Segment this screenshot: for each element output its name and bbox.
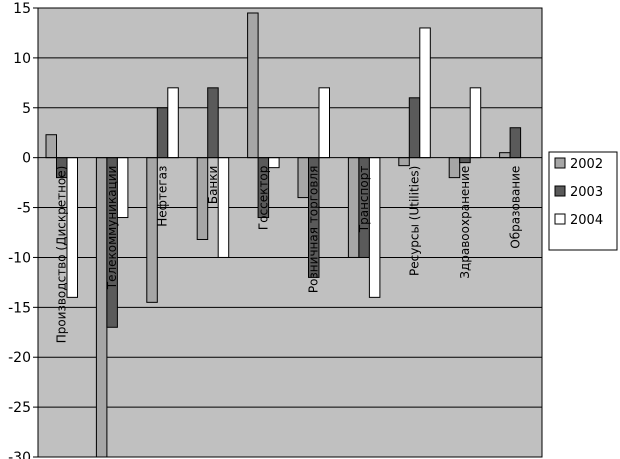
y-tick-label: -5 (17, 201, 31, 217)
bar-2003 (509, 127, 522, 159)
legend-swatch (554, 157, 566, 169)
legend: 2002 2003 2004 (548, 151, 618, 251)
category-label: Нефтегаз (156, 166, 170, 227)
y-tick-label: -30 (8, 450, 31, 459)
legend-label: 2004 (570, 213, 603, 228)
legend-label: 2002 (570, 157, 603, 172)
category-label: Здравоохранение (458, 166, 472, 279)
category-label: Ресурсы (Utilities) (408, 166, 422, 276)
bar-2003 (207, 87, 219, 159)
bar-2002 (45, 134, 57, 159)
category-label: Производство (Дискретное) (55, 166, 69, 344)
y-tick-label: -20 (8, 350, 31, 366)
y-tick-label: -25 (8, 400, 31, 416)
category-label: Госсектор (256, 166, 270, 230)
category-label: Телекоммуникации (105, 166, 119, 291)
category-label: Розничная торговля (307, 166, 321, 293)
bar-2002 (247, 12, 259, 159)
bar-2004 (419, 27, 431, 159)
category-label: Банки (206, 166, 220, 204)
bar-2002 (499, 152, 511, 159)
y-tick-label: 10 (13, 51, 31, 67)
bar-2003 (459, 157, 471, 164)
bar-2004 (469, 87, 482, 159)
category-label: Транспорт (357, 166, 371, 234)
y-axis-ticks: 15 10 5 0 -5 -10 -15 -20 -25 -30 (8, 1, 38, 459)
bar-2004 (167, 87, 179, 159)
legend-label: 2003 (570, 185, 603, 200)
y-tick-label: -10 (8, 250, 31, 266)
bar-2003 (408, 97, 421, 159)
legend-swatch (554, 185, 566, 197)
y-tick-label: -15 (8, 300, 31, 316)
category-labels: Производство (Дискретное) Телекоммуникаци… (55, 166, 523, 344)
bar-2004 (318, 87, 330, 159)
gridlines (38, 7, 542, 458)
bar-2003 (156, 107, 169, 159)
category-label: Образование (508, 166, 522, 249)
bar-2002 (398, 157, 410, 167)
bars (45, 12, 522, 458)
plot-area (37, 7, 543, 458)
y-tick-label: 0 (22, 151, 31, 167)
y-tick-label: 5 (22, 101, 31, 117)
y-tick-label: 15 (13, 1, 31, 17)
legend-swatch (554, 213, 566, 225)
